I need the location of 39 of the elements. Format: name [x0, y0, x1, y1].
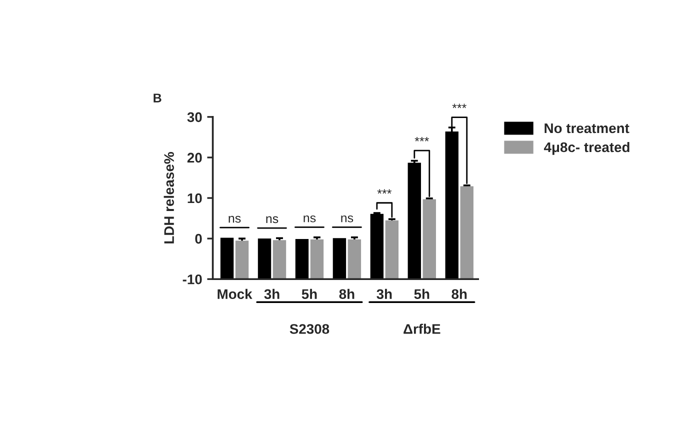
bar — [370, 214, 384, 280]
x-tick-label: Mock — [218, 288, 252, 300]
chart-title: B — [154, 94, 162, 102]
y-tick-label: 30 — [187, 112, 202, 122]
bar — [408, 162, 421, 280]
x-tick-label: 3h — [264, 288, 280, 300]
y-axis-title: LDH release% — [164, 152, 174, 244]
y-tick-label: 0 — [195, 234, 202, 244]
x-tick-label: 3h — [376, 288, 392, 300]
bar — [445, 132, 458, 280]
bar — [258, 238, 272, 280]
annotation: *** — [452, 104, 466, 108]
annotation: *** — [414, 136, 429, 142]
bar — [295, 238, 309, 280]
y-tick-label: 20 — [187, 152, 202, 163]
bar — [310, 239, 324, 280]
x-tick-label: 8h — [452, 288, 467, 300]
text: ΔrfbE — [404, 324, 440, 334]
x-tick-label: 5h — [302, 288, 317, 300]
annotation: ns — [304, 215, 316, 222]
annotation: ns — [341, 215, 354, 222]
bar — [422, 199, 436, 280]
bar — [385, 220, 399, 280]
y-tick-label: 10 — [188, 193, 202, 204]
annotation: ns — [228, 216, 241, 223]
bar — [235, 240, 249, 280]
bar — [348, 239, 362, 280]
text: S2308 — [290, 324, 330, 334]
y-tick-label: -10 — [182, 274, 202, 284]
bar — [220, 238, 234, 280]
annotation: ns — [266, 216, 278, 224]
bar — [332, 238, 346, 280]
bar — [460, 186, 474, 280]
bar — [272, 240, 286, 280]
legend-label: No treatment — [544, 123, 630, 134]
x-tick-label: 8h — [339, 288, 354, 300]
annotation: *** — [377, 189, 392, 194]
legend-label: 4μ8c- treated — [544, 142, 630, 155]
x-tick-label: 5h — [414, 288, 430, 300]
